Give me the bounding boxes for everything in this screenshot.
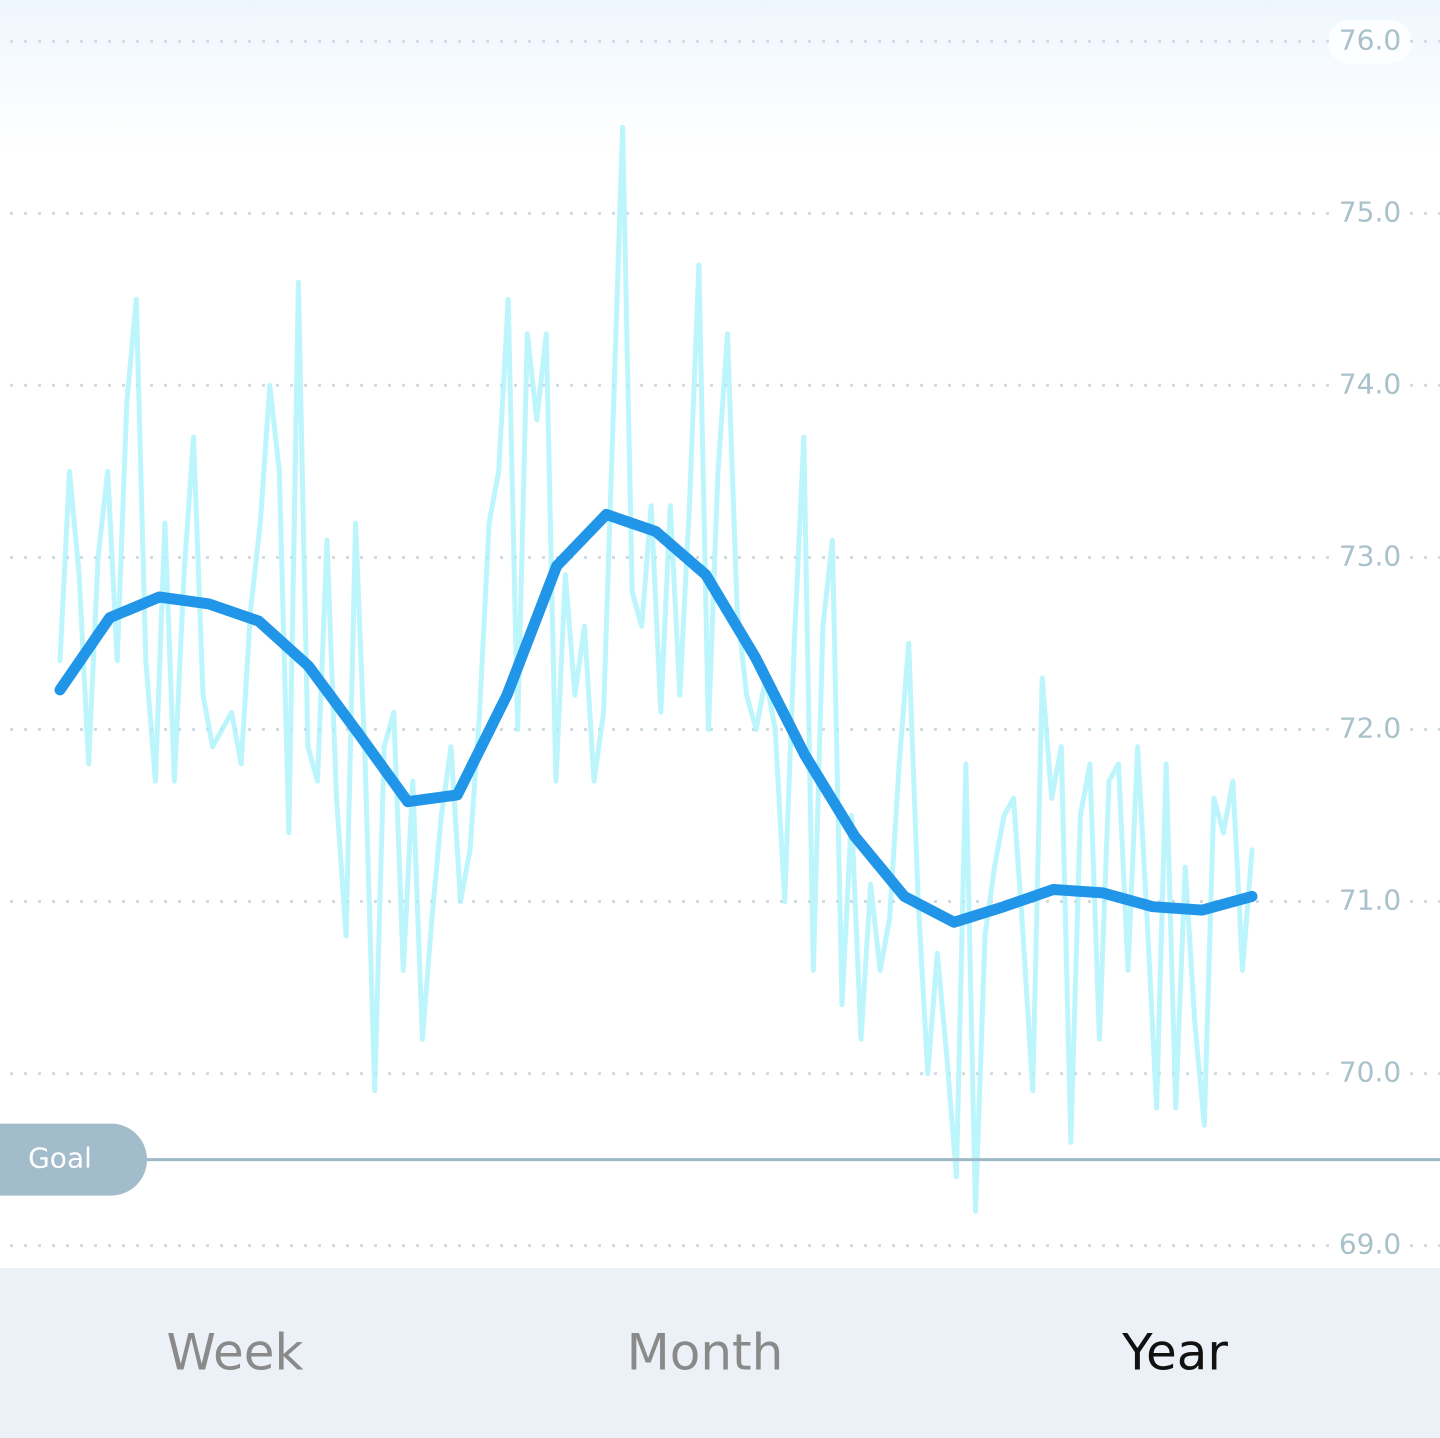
tab-bar (0, 1268, 1440, 1438)
y-tick-label: 69.0 (1339, 1228, 1401, 1261)
chart-background (0, 0, 1440, 1268)
tab[interactable]: Week (167, 1324, 304, 1382)
goal-label: Goal (28, 1142, 92, 1175)
y-tick-label: 70.0 (1339, 1056, 1401, 1089)
raw-line (57, 124, 1255, 1214)
y-tick-label: 71.0 (1339, 884, 1401, 917)
top-label-bg (1328, 20, 1412, 64)
y-tick-label: 75.0 (1339, 195, 1401, 228)
y-tick-label: 76.0 (1339, 23, 1401, 56)
y-tick-label: 72.0 (1339, 711, 1401, 744)
tab[interactable]: Year (1121, 1324, 1228, 1382)
y-tick-label: 73.0 (1339, 539, 1401, 572)
trend-line (54, 508, 1258, 928)
y-tick-label: 74.0 (1339, 367, 1401, 400)
goal-pill (0, 1123, 147, 1196)
tab[interactable]: Month (627, 1324, 784, 1382)
